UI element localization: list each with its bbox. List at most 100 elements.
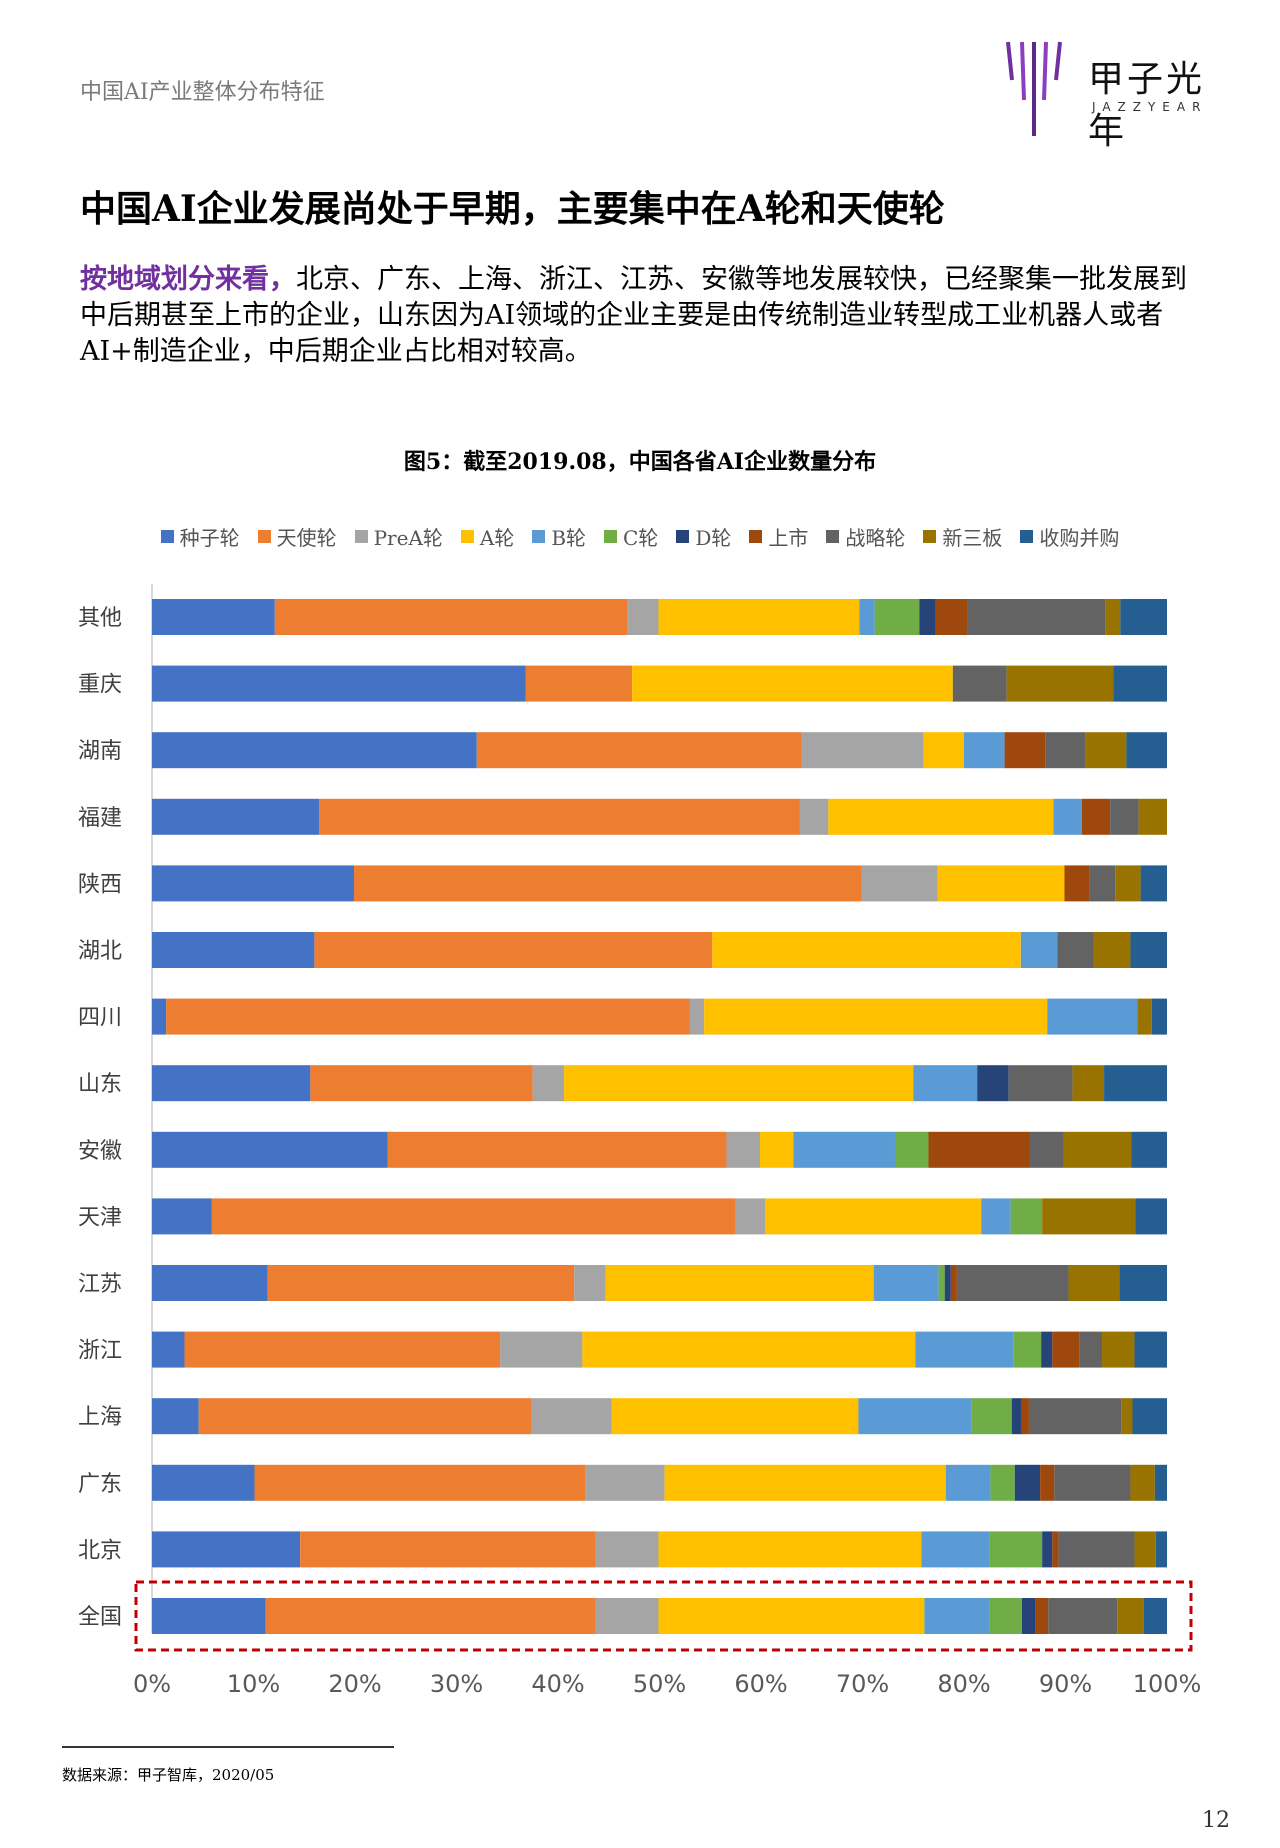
bar-segment: [1143, 1598, 1167, 1634]
bar-segment: [950, 1265, 957, 1301]
bar-segment: [977, 1065, 1009, 1102]
bar-segment: [801, 732, 924, 769]
bar-segment: [859, 599, 875, 635]
bar-segment: [1072, 1065, 1105, 1102]
bar-segment: [726, 1131, 760, 1168]
bar-segment: [945, 1464, 991, 1501]
legend-swatch: [532, 530, 546, 543]
bar-segment: [1119, 1265, 1167, 1301]
bar-segment: [1021, 1398, 1029, 1435]
bar-segment: [1079, 1331, 1103, 1368]
bar-segment: [152, 1065, 311, 1102]
bar-segment: [1131, 1131, 1167, 1168]
bar-segment: [971, 1398, 1012, 1435]
bar-segment: [937, 865, 1065, 902]
bar-segment: [1053, 798, 1082, 835]
legend-item: 上市: [749, 522, 808, 551]
bar-segment: [1068, 1265, 1120, 1301]
bar-segment: [712, 932, 1021, 968]
bar-segment: [658, 599, 860, 635]
bar-segment: [799, 798, 829, 835]
bar-segment: [1130, 1464, 1155, 1501]
bar-segment: [152, 1598, 266, 1634]
chart-legend: 种子轮 天使轮 PreA轮 A轮 B轮 C轮 D轮 上市 战略轮 新三板 收购并购: [0, 522, 1280, 551]
intro-paragraph: 按地域划分来看，北京、广东、上海、浙江、江苏、安徽等地发展较快，已经聚集一批发展…: [80, 262, 1210, 370]
x-tick-label: 70%: [836, 1670, 889, 1698]
bar-segment: [938, 1265, 945, 1301]
bar-segment: [935, 599, 968, 635]
bar-segment: [1089, 865, 1116, 902]
bar-segment: [532, 1065, 565, 1102]
bar-segment: [632, 665, 953, 702]
bar-segment: [1151, 998, 1167, 1035]
bar-segment: [1137, 998, 1152, 1035]
bar-segment: [595, 1531, 659, 1568]
bar-segment: [1064, 865, 1090, 902]
bar-segment: [1028, 1398, 1122, 1435]
category-label: 陕西: [78, 872, 122, 897]
bar-segment: [627, 599, 659, 635]
bar-segment: [1052, 1331, 1080, 1368]
bar-segment: [267, 1265, 575, 1301]
legend-swatch: [257, 530, 271, 543]
bar-segment: [1085, 732, 1127, 769]
paragraph-lead: 按地域划分来看，: [80, 264, 296, 295]
bar-segment: [952, 665, 1007, 702]
page-heading: 中国AI企业发展尚处于早期，主要集中在A轮和天使轮: [80, 188, 945, 230]
bar-segment: [964, 732, 1005, 769]
bar-segment: [265, 1598, 596, 1634]
bar-segment: [1135, 1198, 1167, 1235]
legend-swatch: [1020, 530, 1034, 543]
bar-segment: [923, 732, 964, 769]
category-label: 四川: [78, 1006, 122, 1031]
bar-segment: [1115, 865, 1141, 902]
category-label: 广东: [78, 1472, 122, 1497]
bar-segment: [314, 932, 713, 968]
bar-segment: [1140, 865, 1167, 902]
paragraph-body: 北京、广东、上海、浙江、江苏、安徽等地发展较快，已经聚集一批发展到中后期甚至上市…: [80, 264, 1187, 367]
legend-swatch: [354, 530, 368, 543]
category-label: 湖北: [78, 939, 122, 964]
bar-segment: [1021, 1598, 1036, 1634]
bar-segment: [198, 1398, 532, 1435]
bar-segment: [1011, 1398, 1022, 1435]
x-tick-label: 100%: [1133, 1670, 1202, 1698]
logo-subtitle: JAZZYEAR: [1092, 100, 1208, 114]
bar-segment: [1045, 732, 1086, 769]
category-label: 其他: [78, 606, 122, 631]
bar-segment: [874, 599, 920, 635]
bar-segment: [1020, 932, 1058, 968]
bar-segment: [1004, 732, 1046, 769]
bar-segment: [595, 1598, 659, 1634]
bar-segment: [152, 1464, 255, 1501]
bar-segment: [1008, 1065, 1073, 1102]
bar-segment: [152, 1131, 388, 1168]
bar-segment: [1014, 1464, 1041, 1501]
legend-label: 天使轮: [276, 526, 337, 550]
category-label: 北京: [78, 1538, 122, 1563]
category-label: 福建: [78, 806, 122, 831]
category-label: 江苏: [78, 1272, 122, 1297]
x-tick-label: 10%: [227, 1670, 280, 1698]
bar-segment: [184, 1331, 501, 1368]
bar-segment: [152, 998, 167, 1035]
legend-label: B轮: [551, 526, 587, 550]
legend-label: 新三板: [942, 526, 1003, 550]
bar-segment: [611, 1398, 859, 1435]
legend-label: C轮: [623, 526, 659, 550]
legend-label: 收购并购: [1039, 526, 1120, 550]
bar-segment: [1035, 1598, 1049, 1634]
bar-segment: [152, 865, 354, 902]
bar-segment: [525, 665, 633, 702]
category-label: 全国: [78, 1605, 122, 1630]
footnote-divider: [62, 1746, 394, 1748]
figure-caption: 图5：截至2019.08，中国各省AI企业数量分布: [403, 449, 877, 475]
legend-item: 新三板: [923, 522, 1002, 551]
legend-label: D轮: [695, 526, 732, 550]
bar-segment: [1093, 932, 1131, 968]
bar-segment: [152, 798, 320, 835]
bar-segment: [1134, 1531, 1156, 1568]
legend-swatch: [676, 530, 690, 543]
bar-segment: [1042, 1198, 1136, 1235]
bar-segment: [928, 1131, 1030, 1168]
